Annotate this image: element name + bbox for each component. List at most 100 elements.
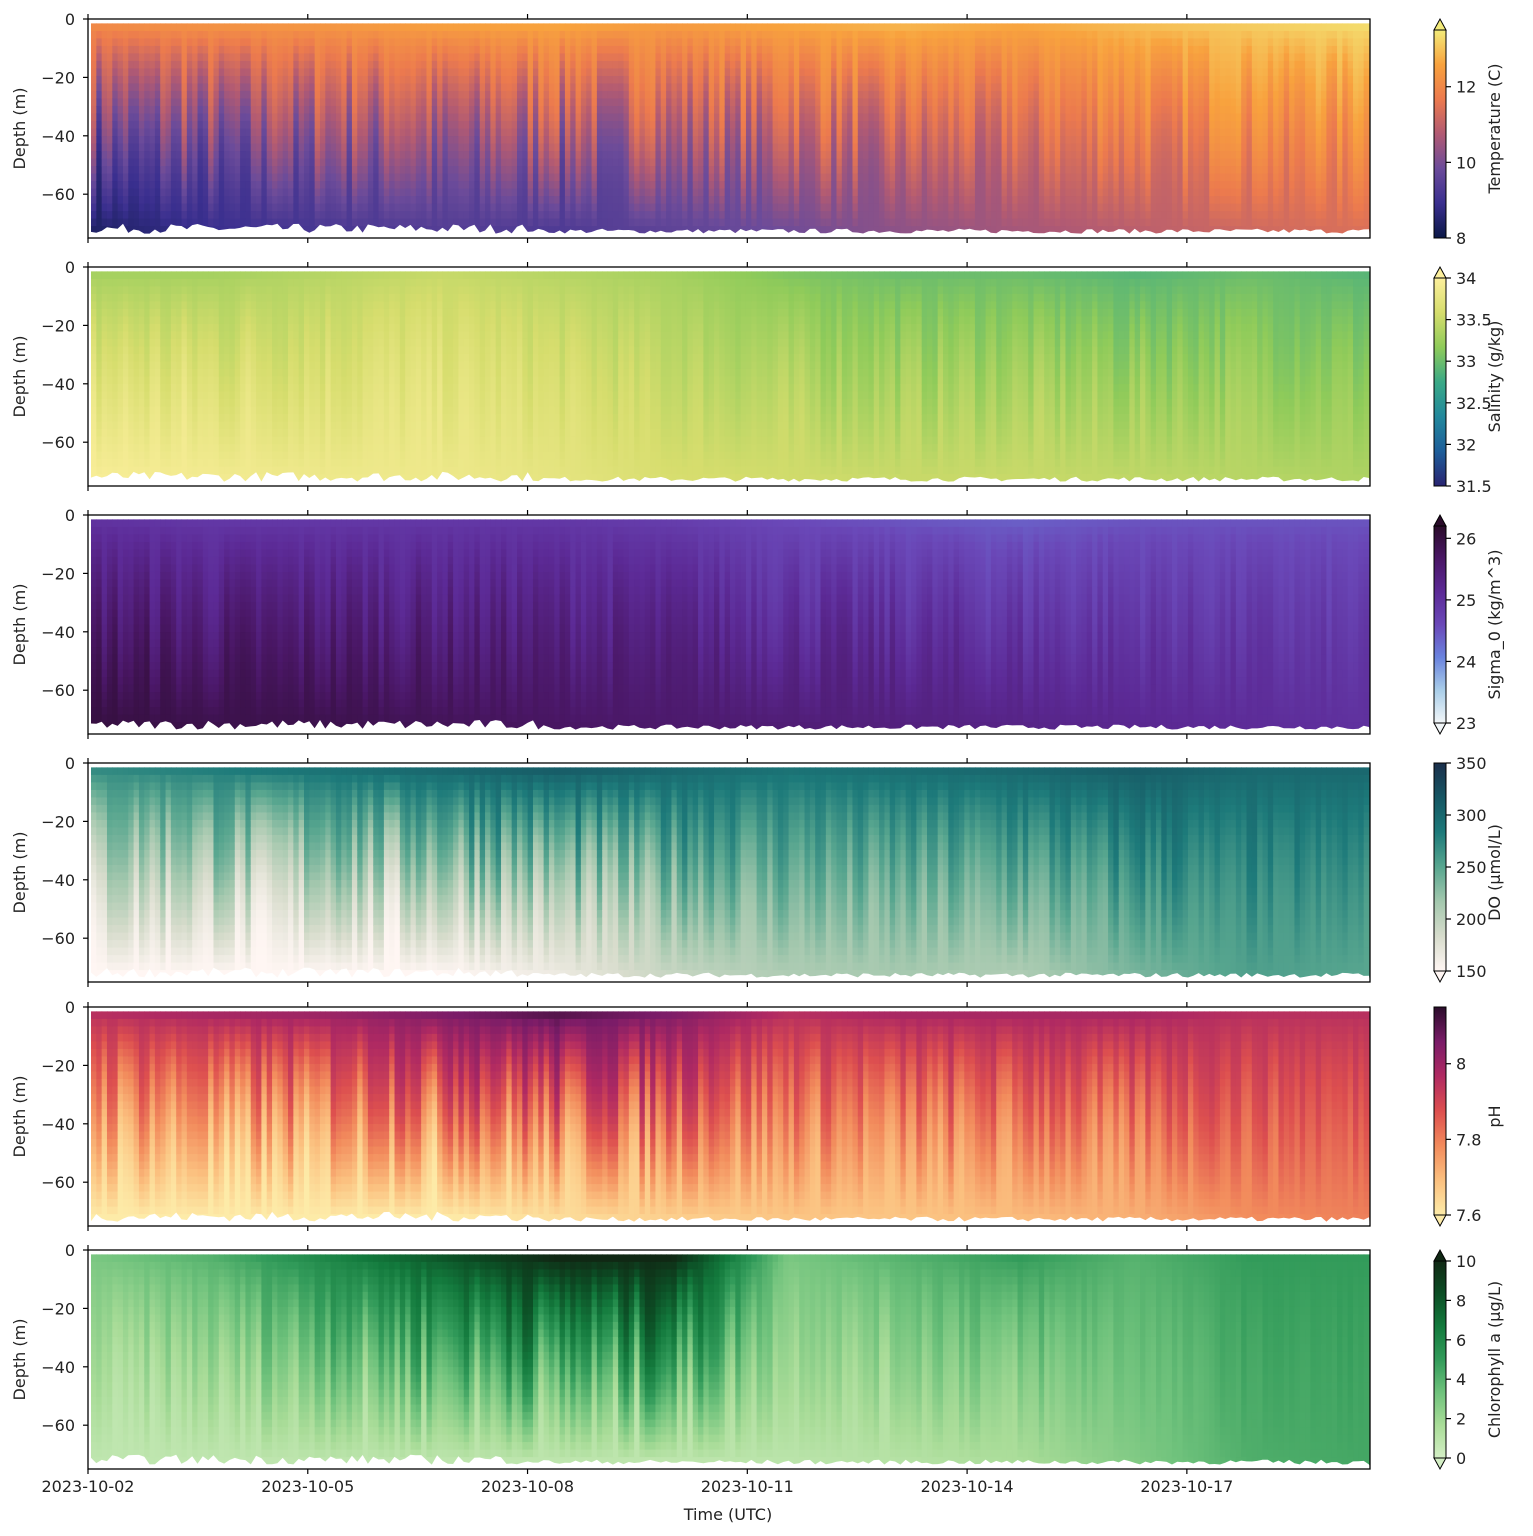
y-tick-label: −60: [41, 681, 75, 700]
colorbar-extend-min: [1433, 722, 1447, 736]
colorbar-label: Sigma_0 (kg/m^3): [1485, 550, 1505, 700]
colorbar-extend-min: [1433, 970, 1447, 984]
bottom-mask: [88, 720, 1370, 734]
colorbar-label: pH: [1485, 1105, 1504, 1127]
y-tick-label: −60: [41, 1173, 75, 1192]
heatmap-field: [91, 1011, 1370, 1223]
heatmap-field: [91, 519, 1370, 731]
panel-sigma-0: 0 −20 −40 −60 Depth (m) 23 24 25 26 Sigma_0 (kg/m…: [10, 506, 1505, 739]
panel-salinity: 0 −20 −40 −60 Depth (m) 31.5 32 32.5 33 33.5 34 Sal…: [10, 258, 1504, 496]
colorbar-label: Chlorophyll a (μg/L): [1485, 1281, 1504, 1438]
colorbar-tick-label: 8: [1456, 1055, 1466, 1074]
y-axis-label: Depth (m): [10, 336, 29, 418]
x-tick-label: 2023-10-08: [481, 1477, 574, 1496]
y-tick-label: −20: [41, 68, 75, 87]
y-axis-label: Depth (m): [10, 88, 29, 170]
colorbar-label: Salinity (g/kg): [1485, 321, 1504, 433]
colorbar-tick-label: 7.6: [1456, 1206, 1481, 1225]
x-tick-label: 2023-10-05: [261, 1477, 354, 1496]
y-tick-label: −40: [41, 871, 75, 890]
panel-ph: 0 −20 −40 −60 Depth (m) 7.6 7.8 8 pH: [10, 998, 1504, 1231]
y-tick-label: −20: [41, 316, 75, 335]
axes-frame: [87, 514, 1371, 735]
y-tick-label: −60: [41, 433, 75, 452]
axes-frame: [87, 266, 1371, 487]
colorbar-extend-max: [1433, 265, 1447, 279]
colorbar-tick-label: 33.5: [1456, 311, 1492, 330]
colorbar-tick-label: 8: [1456, 1291, 1466, 1310]
y-tick-label: 0: [65, 998, 75, 1017]
colorbar-tick-label: 200: [1456, 910, 1487, 929]
axes-frame: [87, 1249, 1371, 1470]
colorbar-tick-label: 31.5: [1456, 477, 1492, 496]
colorbar-tick-label: 32: [1456, 435, 1476, 454]
colorbar: 31.5 32 32.5 33 33.5 34 Salinity (g/kg): [1433, 265, 1504, 496]
x-tick-label: 2023-10-14: [921, 1477, 1014, 1496]
bottom-mask: [88, 471, 1370, 486]
colorbar-tick-label: 10: [1456, 1252, 1476, 1271]
colorbar-tick-label: 350: [1456, 754, 1487, 773]
panel-temperature: 0 −20 −40 −60 Depth (m) 8 10 12 Temperature (C): [10, 10, 1504, 248]
x-tick-label: 2023-10-17: [1140, 1477, 1233, 1496]
y-axis-label: Depth (m): [10, 832, 29, 914]
axes-frame: [87, 762, 1371, 983]
y-axis-label: Depth (m): [10, 1319, 29, 1401]
colorbar-tick-label: 6: [1456, 1331, 1466, 1350]
colorbar-tick-label: 150: [1456, 962, 1487, 981]
colorbar-tick-label: 32.5: [1456, 394, 1492, 413]
colorbar-label: DO (μmol/L): [1485, 824, 1504, 921]
y-tick-label: 0: [65, 754, 75, 773]
x-tick-label: 2023-10-02: [42, 1477, 135, 1496]
x-tick-label: 2023-10-11: [701, 1477, 794, 1496]
colorbar: 23 24 25 26 Sigma_0 (kg/m^3): [1433, 513, 1505, 736]
colorbar-tick-label: 34: [1456, 269, 1476, 288]
bottom-mask: [88, 967, 1370, 982]
colorbar-tick-label: 2: [1456, 1410, 1466, 1429]
y-tick-label: −40: [41, 623, 75, 642]
colorbar-extend-max: [1433, 1248, 1447, 1262]
y-tick-label: −60: [41, 929, 75, 948]
colorbar-tick-label: 7.8: [1456, 1130, 1481, 1149]
colorbar-extend-min: [1433, 1457, 1447, 1471]
colorbar: 0 2 4 6 8 10 Chlorophyll a (μg/L): [1433, 1248, 1504, 1471]
bottom-mask: [88, 1454, 1370, 1469]
colorbar-extend-min: [1433, 1214, 1447, 1228]
heatmap-field: [91, 767, 1370, 979]
bottom-mask: [88, 223, 1370, 238]
y-tick-label: 0: [65, 1241, 75, 1260]
bottom-mask: [88, 1211, 1370, 1226]
y-tick-label: −20: [41, 564, 75, 583]
colorbar-extend-max: [1433, 17, 1447, 31]
colorbar-tick-label: 25: [1456, 591, 1476, 610]
heatmap-field: [91, 1254, 1370, 1466]
colorbar-tick-label: 26: [1456, 529, 1476, 548]
colorbar-tick-label: 12: [1456, 78, 1476, 97]
y-tick-label: −20: [41, 1299, 75, 1318]
colorbar-tick-label: 8: [1456, 229, 1466, 248]
colorbar-extend-max: [1433, 513, 1447, 527]
colorbar: 7.6 7.8 8 pH: [1433, 1006, 1504, 1228]
colorbar: 8 10 12 Temperature (C): [1433, 17, 1504, 248]
colorbar-tick-label: 24: [1456, 652, 1476, 671]
axes-frame: [87, 1006, 1371, 1227]
heatmap-field: [91, 23, 1370, 235]
panel-do: 0 −20 −40 −60 Depth (m) 150 200 250 300 350 DO (μm…: [10, 754, 1504, 987]
y-tick-label: −20: [41, 1056, 75, 1075]
y-tick-label: 0: [65, 10, 75, 29]
y-tick-label: −60: [41, 185, 75, 204]
heatmap-field: [91, 271, 1370, 483]
y-tick-label: −20: [41, 812, 75, 831]
y-tick-label: −40: [41, 1115, 75, 1134]
y-axis-label: Depth (m): [10, 584, 29, 666]
colorbar: 150 200 250 300 350 DO (μmol/L): [1433, 754, 1504, 984]
colorbar-tick-label: 0: [1456, 1449, 1466, 1468]
colorbar-tick-label: 23: [1456, 714, 1476, 733]
colorbar-tick-label: 4: [1456, 1370, 1466, 1389]
colorbar-tick-label: 300: [1456, 806, 1487, 825]
x-axis-label: Time (UTC): [683, 1505, 772, 1524]
y-tick-label: −40: [41, 1358, 75, 1377]
colorbar-tick-label: 250: [1456, 858, 1487, 877]
y-tick-label: −40: [41, 375, 75, 394]
y-tick-label: 0: [65, 506, 75, 525]
